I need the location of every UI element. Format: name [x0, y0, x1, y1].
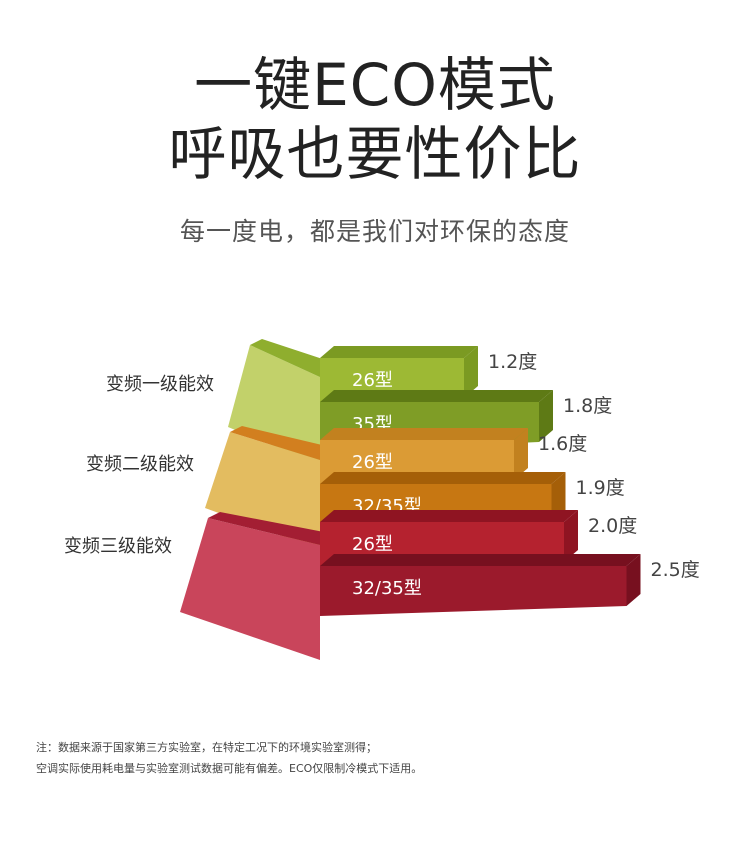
bar-top-face [320, 472, 566, 484]
bar-side-face [514, 428, 528, 480]
page-title-line-2: 呼吸也要性价比 [168, 120, 582, 188]
bar-side-face [539, 390, 553, 442]
bar-model-label: 26型 [352, 452, 393, 473]
footnote-line-1: 注：数据来源于国家第三方实验室，在特定工况下的环境实验室测得； [36, 741, 377, 754]
footnote-line-2: 空调实际使用耗电量与实验室测试数据可能有偏差。ECO仅限制冷模式下适用。 [36, 762, 423, 775]
bar-top-face [320, 390, 553, 402]
bar-value-label: 1.6度 [538, 433, 587, 455]
bar-value-label: 1.9度 [576, 477, 625, 499]
tier-group: 变频三级能效 26型 2.0度 32/35型 2.5度 [64, 510, 700, 660]
bar-value-label: 1.2度 [488, 351, 537, 373]
bar-top-face [320, 510, 578, 522]
bar-side-face [464, 346, 478, 398]
bar-top-face [320, 346, 478, 358]
bar-top-face [320, 554, 641, 566]
pyramid-front-face [205, 432, 320, 550]
page-subtitle: 每一度电，都是我们对环保的态度 [179, 217, 570, 246]
bar-value-label: 2.5度 [651, 559, 700, 581]
page-title-line-1: 一键ECO模式 [194, 51, 556, 119]
bar-side-face [626, 554, 641, 606]
tier-label: 变频一级能效 [106, 374, 214, 395]
bar-model-label: 26型 [352, 370, 393, 391]
bar-model-label: 32/35型 [352, 578, 422, 599]
bar-model-label: 26型 [352, 534, 393, 555]
bar-side-face [564, 510, 578, 562]
bar-value-label: 2.0度 [588, 515, 637, 537]
bar-value-label: 1.8度 [563, 395, 612, 417]
tier-label: 变频三级能效 [64, 536, 172, 557]
pyramid-front-face [180, 518, 320, 660]
tier-label: 变频二级能效 [86, 454, 194, 475]
bar-front-face [320, 566, 627, 616]
bar-top-face [320, 428, 528, 440]
